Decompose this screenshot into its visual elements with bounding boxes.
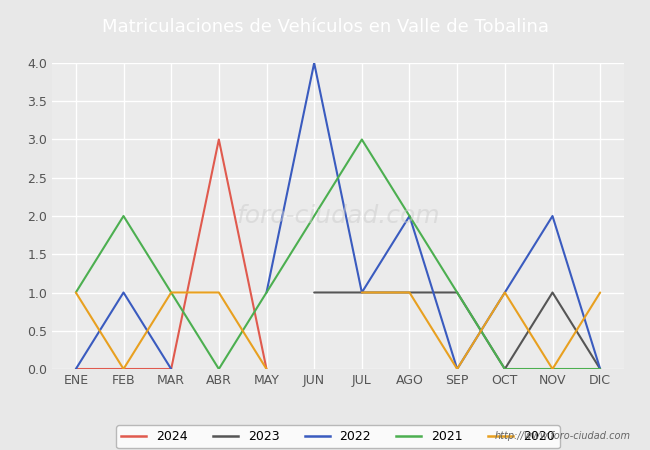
Legend: 2024, 2023, 2022, 2021, 2020: 2024, 2023, 2022, 2021, 2020	[116, 425, 560, 449]
Text: foro-ciudad.com: foro-ciudad.com	[236, 204, 440, 228]
Text: Matriculaciones de Vehículos en Valle de Tobalina: Matriculaciones de Vehículos en Valle de…	[101, 18, 549, 36]
Text: http://www.foro-ciudad.com: http://www.foro-ciudad.com	[495, 431, 630, 441]
